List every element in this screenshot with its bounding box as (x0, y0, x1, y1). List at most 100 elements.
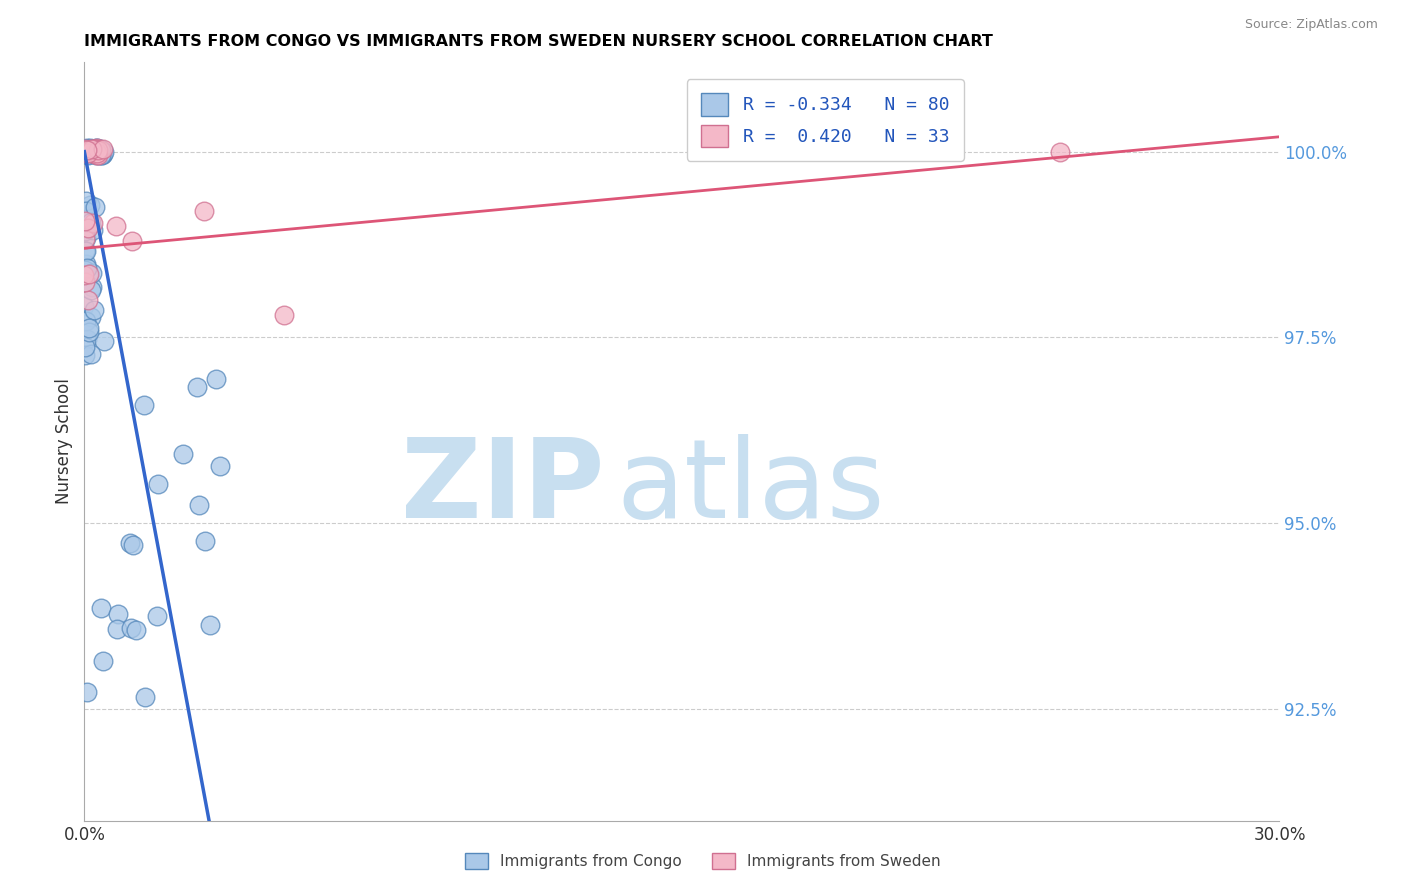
Point (125, 623, 148, 637)
Point (73, 276, 96, 290)
Point (77, 145, 100, 159)
Point (83, 147, 105, 161)
Point (80, 347, 103, 361)
Point (82, 145, 104, 159)
Point (77, 144, 100, 158)
Point (193, 204, 215, 219)
Point (76, 143, 98, 157)
Point (84, 142, 107, 156)
Point (84, 148, 107, 162)
Point (75, 244, 97, 258)
Point (80, 142, 103, 156)
Y-axis label: Nursery School: Nursery School (55, 378, 73, 505)
Text: ZIP: ZIP (401, 434, 605, 541)
Point (82, 216, 104, 230)
Point (84, 146, 107, 161)
Text: IMMIGRANTS FROM CONGO VS IMMIGRANTS FROM SWEDEN NURSERY SCHOOL CORRELATION CHART: IMMIGRANTS FROM CONGO VS IMMIGRANTS FROM… (84, 34, 993, 49)
Point (73, 142, 96, 156)
Point (120, 621, 142, 635)
Point (76, 685, 98, 699)
Point (132, 398, 155, 412)
Point (75, 145, 97, 160)
Point (75, 146, 97, 161)
Point (89, 141, 111, 155)
Point (91, 147, 114, 161)
Point (73, 340, 96, 354)
Point (73, 214, 96, 228)
Point (73, 214, 96, 228)
Point (75, 194, 97, 208)
Point (86, 145, 108, 160)
Point (75, 203, 97, 218)
Point (80, 145, 103, 160)
Point (187, 498, 209, 512)
Point (86, 141, 108, 155)
Point (91, 142, 114, 156)
Point (79, 310, 101, 325)
Point (76, 145, 98, 160)
Point (91, 654, 114, 668)
Point (146, 477, 169, 491)
Point (75, 146, 97, 161)
Point (75, 263, 97, 277)
Point (77, 268, 100, 283)
Point (87, 147, 110, 161)
Point (80, 142, 103, 156)
Point (76, 260, 98, 275)
Point (90, 147, 112, 161)
Point (77, 325, 100, 339)
Point (90, 148, 112, 162)
Point (93, 334, 115, 349)
Point (75, 221, 97, 235)
Point (82, 279, 104, 293)
Point (83, 142, 105, 156)
Point (87, 145, 110, 159)
Text: atlas: atlas (616, 434, 884, 541)
Point (1049, 145, 1071, 159)
Point (80, 283, 103, 297)
Point (77, 293, 100, 307)
Point (76, 141, 98, 155)
Point (80, 144, 103, 158)
Point (134, 690, 156, 704)
Point (208, 458, 231, 473)
Point (73, 348, 96, 362)
Point (83, 145, 105, 159)
Point (82, 223, 104, 237)
Point (82, 266, 104, 280)
Text: Source: ZipAtlas.com: Source: ZipAtlas.com (1244, 18, 1378, 31)
Point (76, 257, 98, 271)
Point (172, 447, 194, 461)
Point (87, 148, 110, 162)
Point (75, 244, 97, 259)
Point (77, 321, 100, 335)
Point (186, 380, 208, 394)
Point (273, 308, 295, 322)
Point (107, 607, 129, 621)
Point (83, 303, 105, 318)
Legend: Immigrants from Congo, Immigrants from Sweden: Immigrants from Congo, Immigrants from S… (458, 847, 948, 875)
Point (83, 200, 105, 214)
Point (86, 143, 108, 157)
Point (79, 146, 101, 161)
Point (105, 622, 128, 636)
Point (105, 219, 128, 233)
Point (76, 332, 98, 346)
Point (86, 141, 108, 155)
Point (82, 144, 104, 158)
Point (80, 142, 103, 156)
Point (194, 533, 217, 548)
Point (121, 538, 143, 552)
Point (90, 144, 112, 158)
Point (121, 234, 143, 248)
Point (75, 231, 97, 245)
Legend: R = -0.334   N = 80, R =  0.420   N = 33: R = -0.334 N = 80, R = 0.420 N = 33 (686, 79, 965, 161)
Point (84, 141, 107, 155)
Point (145, 609, 167, 624)
Point (77, 267, 100, 281)
Point (73, 232, 96, 246)
Point (76, 142, 98, 156)
Point (90, 601, 112, 615)
Point (93, 145, 115, 159)
Point (86, 147, 108, 161)
